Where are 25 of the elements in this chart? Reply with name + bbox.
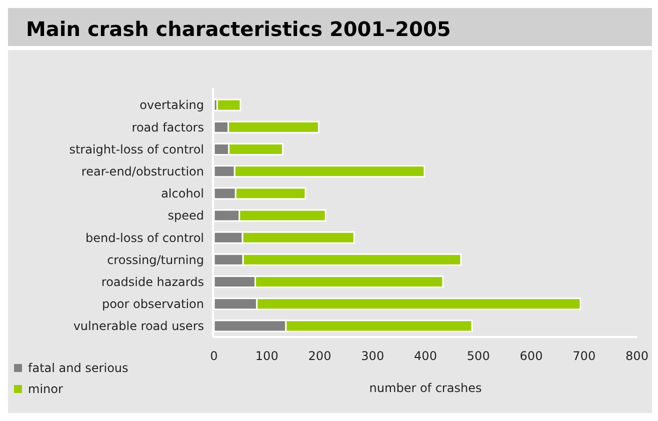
bar [216, 98, 242, 112]
y-tick-label: speed [168, 208, 204, 223]
y-tick-label: rear-end/obstruction [81, 164, 204, 179]
x-tick-label: 800 [626, 349, 648, 363]
legend-label: fatal and serious [28, 361, 128, 376]
x-tick-label: 100 [255, 349, 278, 363]
x-tick-label: 0 [210, 349, 218, 363]
y-tick-label: vulnerable road users [73, 319, 204, 334]
y-tick-label: overtaking [140, 98, 204, 112]
x-tick-label: 600 [520, 349, 543, 363]
x-tick-label: 700 [572, 349, 596, 363]
y-tick-label: bend-loss of control [85, 230, 204, 245]
y-tick-label: road factors [132, 120, 204, 134]
y-tick-label: alcohol [161, 186, 204, 201]
y-tick-label: poor observation [102, 297, 204, 312]
x-tick-label: 200 [308, 349, 332, 363]
x-tick-label: 500 [466, 349, 490, 363]
x-tick-label: 400 [414, 349, 437, 363]
y-tick-label: straight-loss of control [69, 142, 204, 156]
chart-title: Main crash characteristics 2001–2005 [26, 17, 451, 41]
y-tick-label: roadside hazards [101, 274, 204, 289]
y-tick-label: crossing/turning [107, 252, 204, 267]
x-axis-title: number of crashes [369, 381, 482, 395]
x-tick-label: 300 [361, 349, 384, 363]
legend-label: minor [28, 382, 63, 396]
